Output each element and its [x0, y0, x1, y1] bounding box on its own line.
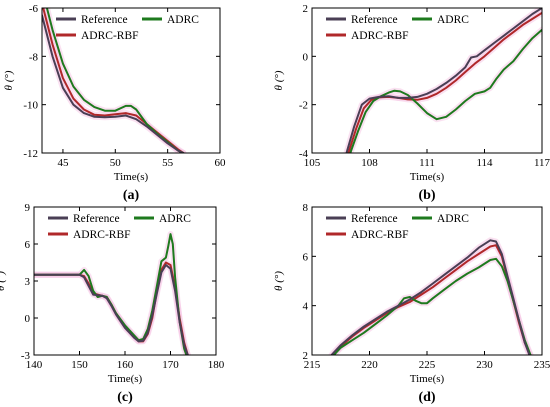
- panel-c-ytick-label: 3: [25, 276, 31, 288]
- panel-b-xtick-label: 105: [304, 157, 321, 169]
- panel-d-xlabel: Time(s): [410, 373, 445, 385]
- panel-c-label: (c): [117, 390, 133, 405]
- panel-a-ylabel: θ (°): [3, 70, 15, 90]
- panel-a-series: [42, 8, 187, 153]
- panel-b-legend-label-reference: Reference: [351, 14, 398, 26]
- panel-c-ytick-label: 0: [25, 313, 31, 325]
- panel-b-ytick-label: 2: [303, 3, 309, 15]
- panel-d-series-glow-adrc: [330, 255, 534, 355]
- panel-a-series-line-reference: [42, 14, 185, 153]
- panel-a-ytick-label: -8: [29, 51, 39, 63]
- panel-b-ytick-label: 0: [303, 51, 309, 63]
- panel-b-legend: Reference ADRC ADRC-RBF: [326, 14, 469, 42]
- panel-a-legend-label-adrc-rbf: ADRC-RBF: [81, 30, 139, 42]
- panel-b: 105 108 111 114 117 -4 -2 0 2 Time(s) θ (°) (b) Refe…: [273, 3, 550, 203]
- panel-c-legend: Reference ADRC ADRC-RBF: [48, 213, 191, 241]
- panel-a-legend-label-reference: Reference: [81, 14, 128, 26]
- panel-b-series-line-adrc-rbf: [347, 11, 542, 153]
- panel-d-ytick-label: 8: [303, 202, 309, 214]
- panel-c-ytick-label: 6: [25, 239, 31, 251]
- panel-a-xlabel: Time(s): [114, 171, 149, 183]
- panel-d-legend-label-adrc-rbf: ADRC-RBF: [351, 229, 409, 241]
- panel-d-ytick-label: 6: [303, 251, 309, 263]
- panel-d-ylabel: θ (°): [273, 271, 285, 291]
- panel-c-xtick-label: 140: [26, 359, 43, 371]
- panel-c-xtick-label: 170: [162, 359, 179, 371]
- panel-c-series-line-reference: [34, 264, 189, 355]
- panel-c-xtick-label: 180: [208, 359, 225, 371]
- panel-b-legend-label-adrc: ADRC: [437, 14, 469, 26]
- panel-b-xtick-label: 117: [534, 157, 550, 169]
- panel-b-xtick-label: 111: [419, 157, 435, 169]
- panel-a-legend: Reference ADRC ADRC-RBF: [56, 14, 199, 42]
- panel-c-xtick-label: 150: [71, 359, 88, 371]
- panel-a-ytick-label: -12: [23, 148, 38, 160]
- panel-a-xtick-label: 60: [215, 157, 227, 169]
- panel-d-xtick-label: 220: [361, 359, 378, 371]
- panel-a-ytick-label: -10: [23, 100, 38, 112]
- panel-d-xtick-label: 215: [304, 359, 321, 371]
- panel-b-label: (b): [418, 188, 435, 203]
- panel-c-xtick-label: 160: [117, 359, 134, 371]
- panel-d-series-line-adrc: [332, 257, 532, 355]
- panel-b-series: [343, 8, 542, 153]
- panel-c-legend-label-reference: Reference: [73, 213, 120, 225]
- panel-a-xtick-label: 55: [162, 157, 174, 169]
- panel-d: 215 220 225 230 235 2 4 6 8 Time(s) θ (°) (d) Refere…: [273, 202, 550, 405]
- panel-b-series-line-reference: [345, 8, 542, 153]
- panel-b-ytick-label: -4: [299, 148, 309, 160]
- panel-c-series-line-adrc: [34, 233, 188, 355]
- panel-b-series-line-adrc: [349, 28, 542, 153]
- panel-d-ytick-label: 2: [303, 350, 309, 362]
- panel-c-legend-label-adrc: ADRC: [159, 213, 191, 225]
- panel-d-xtick-label: 225: [419, 359, 436, 371]
- panel-a: 45 50 55 60 -12 -10 -8 -6 Time(s) θ (°) (a) Referen…: [3, 3, 227, 203]
- panel-b-ytick-label: -2: [299, 100, 308, 112]
- panel-c-ylabel: θ (°): [0, 271, 7, 291]
- panel-d-legend: Reference ADRC ADRC-RBF: [326, 213, 469, 241]
- panel-d-label: (d): [418, 390, 435, 405]
- panel-b-xtick-label: 108: [361, 157, 378, 169]
- panel-a-frame: [41, 7, 221, 154]
- panel-c-series: [34, 231, 191, 355]
- panel-d-ytick-label: 4: [303, 301, 309, 313]
- panel-c: 140 150 160 170 180 -3 0 3 6 9 Time(s) θ (°) (c) Refe…: [0, 202, 225, 405]
- panel-c-xlabel: Time(s): [108, 373, 143, 385]
- panel-a-label: (a): [123, 188, 140, 203]
- panel-d-xtick-label: 230: [476, 359, 493, 371]
- panel-d-legend-label-adrc: ADRC: [437, 213, 469, 225]
- panel-d-series-line-reference: [330, 239, 531, 355]
- panel-a-xtick-label: 50: [110, 157, 122, 169]
- panel-a-xtick-label: 45: [57, 157, 69, 169]
- panel-b-xlabel: Time(s): [410, 171, 445, 183]
- panel-b-series-glow-adrc: [347, 26, 542, 153]
- panel-d-series: [328, 237, 534, 355]
- panel-a-ytick-label: -6: [29, 3, 39, 15]
- panel-c-ytick-label: -3: [21, 350, 31, 362]
- panel-c-ytick-label: 9: [25, 202, 31, 214]
- panel-c-series-glow-adrc: [34, 231, 190, 355]
- panel-d-legend-label-reference: Reference: [351, 213, 398, 225]
- panel-b-legend-label-adrc-rbf: ADRC-RBF: [351, 30, 409, 42]
- panel-a-legend-label-adrc: ADRC: [167, 14, 199, 26]
- panel-c-series-glow-adrc-rbf: [34, 259, 191, 355]
- panel-d-xtick-label: 235: [534, 359, 550, 371]
- panel-b-xtick-label: 114: [476, 157, 493, 169]
- panel-c-legend-label-adrc-rbf: ADRC-RBF: [73, 229, 131, 241]
- panel-b-ylabel: θ (°): [273, 70, 285, 90]
